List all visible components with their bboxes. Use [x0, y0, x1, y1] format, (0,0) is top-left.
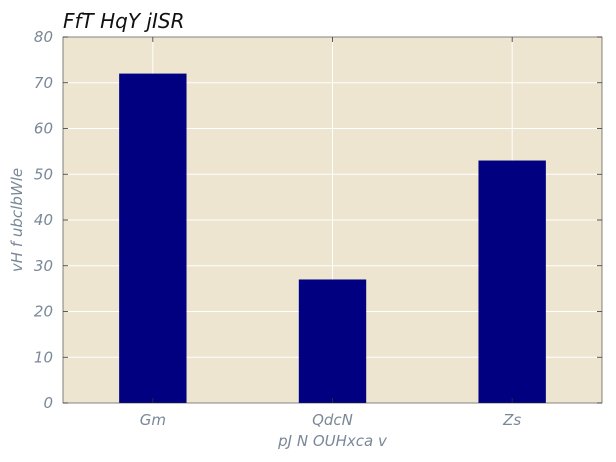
- y-tick-label: 60: [34, 120, 53, 138]
- bar-Zs: [478, 160, 546, 403]
- bars: [119, 73, 546, 403]
- y-tick-label: 40: [34, 211, 53, 229]
- bar-Gm: [119, 73, 187, 403]
- x-tick-label: Zs: [502, 411, 521, 429]
- x-axis-label: pJ N OUHxca v: [277, 432, 388, 450]
- y-axis: 0 10 20 30 40 50 60 70 80: [34, 28, 602, 412]
- y-tick-label: 70: [34, 74, 53, 92]
- y-tick-label: 0: [43, 394, 53, 412]
- y-tick-label: 50: [34, 165, 53, 183]
- x-tick-label: Gm: [140, 411, 166, 429]
- y-tick-label: 20: [34, 303, 53, 321]
- x-axis: Gm QdcN Zs: [140, 37, 521, 429]
- bar-QdcN: [298, 279, 367, 403]
- y-axis-label: vH f ubclbWle: [8, 168, 26, 272]
- y-tick-label: 10: [34, 348, 53, 366]
- y-tick-label: 30: [34, 257, 53, 275]
- chart-title: FfT HqY jISR: [63, 9, 184, 33]
- x-tick-label: QdcN: [312, 411, 353, 429]
- y-tick-label: 80: [34, 28, 53, 46]
